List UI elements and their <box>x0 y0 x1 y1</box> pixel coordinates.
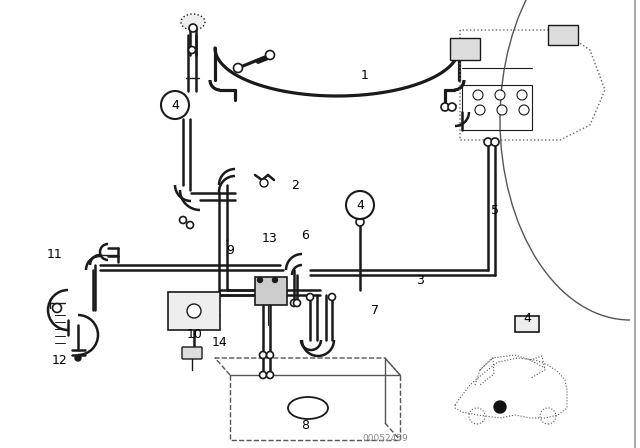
Circle shape <box>187 304 201 318</box>
Text: 00052459: 00052459 <box>362 434 408 443</box>
Text: 6: 6 <box>301 228 309 241</box>
Bar <box>515 316 539 332</box>
Text: 3: 3 <box>416 273 424 287</box>
Circle shape <box>186 221 193 228</box>
Circle shape <box>517 90 527 100</box>
Circle shape <box>356 218 364 226</box>
FancyBboxPatch shape <box>182 347 202 359</box>
Circle shape <box>475 105 485 115</box>
Bar <box>548 25 578 45</box>
Circle shape <box>179 216 186 224</box>
Circle shape <box>497 105 507 115</box>
Circle shape <box>294 300 301 306</box>
Circle shape <box>234 64 243 73</box>
Text: 7: 7 <box>371 303 379 316</box>
Text: 4: 4 <box>356 198 364 211</box>
Text: 5: 5 <box>491 203 499 216</box>
Circle shape <box>495 90 505 100</box>
Text: 14: 14 <box>212 336 228 349</box>
Circle shape <box>484 138 492 146</box>
Circle shape <box>266 371 273 379</box>
Circle shape <box>328 293 335 301</box>
Circle shape <box>273 277 278 283</box>
Circle shape <box>257 277 262 283</box>
Circle shape <box>266 51 275 60</box>
Circle shape <box>75 355 81 361</box>
Text: 4: 4 <box>523 311 531 324</box>
Circle shape <box>52 303 61 313</box>
Circle shape <box>266 352 273 358</box>
Circle shape <box>291 300 298 306</box>
Circle shape <box>441 103 449 111</box>
Circle shape <box>259 371 266 379</box>
Circle shape <box>473 90 483 100</box>
Circle shape <box>307 293 314 301</box>
Text: 12: 12 <box>52 353 68 366</box>
Circle shape <box>491 138 499 146</box>
Bar <box>450 38 480 60</box>
Circle shape <box>259 352 266 358</box>
Circle shape <box>519 105 529 115</box>
Text: 11: 11 <box>47 249 63 262</box>
Bar <box>255 277 287 305</box>
Text: 8: 8 <box>301 418 309 431</box>
Circle shape <box>346 191 374 219</box>
Circle shape <box>260 179 268 187</box>
Text: 10: 10 <box>187 328 203 341</box>
Circle shape <box>448 103 456 111</box>
Text: 2: 2 <box>291 178 299 191</box>
Text: 13: 13 <box>262 232 278 245</box>
Circle shape <box>161 91 189 119</box>
Text: 4: 4 <box>171 99 179 112</box>
Circle shape <box>189 24 197 32</box>
Circle shape <box>494 401 506 413</box>
Circle shape <box>189 47 195 53</box>
Text: 1: 1 <box>361 69 369 82</box>
Ellipse shape <box>181 14 205 30</box>
Bar <box>462 85 532 130</box>
Bar <box>168 292 220 330</box>
Text: 9: 9 <box>226 244 234 257</box>
